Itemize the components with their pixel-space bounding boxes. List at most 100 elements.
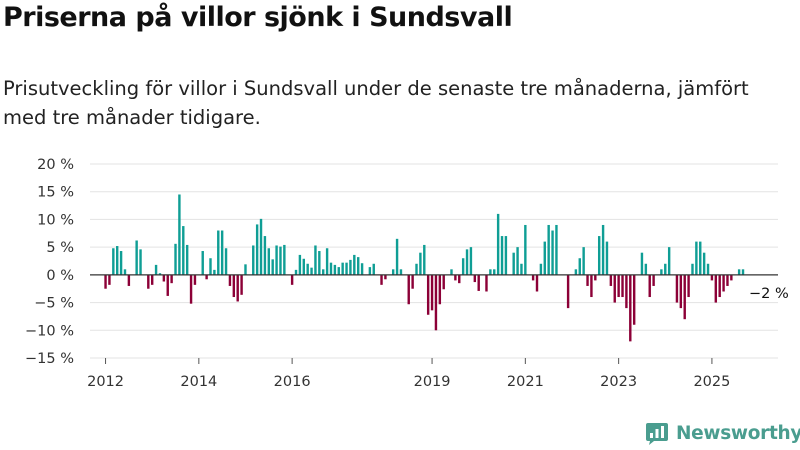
bar: [220, 230, 224, 275]
bar: [566, 274, 570, 309]
bar: [333, 264, 337, 275]
bar: [407, 274, 410, 305]
bar: [586, 274, 589, 286]
bar: [423, 244, 426, 275]
bar: [384, 274, 387, 280]
bar: [290, 274, 294, 285]
bar: [594, 274, 597, 281]
x-axis: 2012 2014 2016 2019 2021 2023 2025: [87, 274, 778, 390]
y-tick-label: 10 %: [37, 212, 74, 228]
bar: [322, 269, 325, 275]
bar: [255, 224, 259, 275]
bar: [174, 243, 177, 275]
chart-subtitle: Prisutveckling för villor i Sundsvall un…: [3, 77, 749, 129]
bar: [259, 218, 263, 275]
bar: [415, 263, 418, 275]
bar: [442, 274, 445, 290]
bar: [621, 274, 624, 298]
bar: [306, 263, 309, 275]
bar: [357, 257, 360, 275]
bar: [489, 269, 492, 275]
x-tick-label: 2019: [414, 374, 451, 390]
bar: [205, 274, 208, 280]
bar: [535, 274, 539, 292]
bar: [539, 263, 543, 275]
bar: [380, 274, 383, 285]
bar: [360, 263, 364, 275]
bar: [660, 269, 663, 275]
brand-name: Newsworthy: [676, 422, 800, 444]
bar: [609, 274, 613, 286]
bar: [741, 269, 745, 275]
bar: [104, 274, 107, 289]
bar: [640, 252, 644, 275]
bar: [189, 274, 193, 304]
bar: [353, 254, 356, 275]
bar: [555, 224, 558, 275]
bar: [314, 245, 317, 275]
x-tick-label: 2025: [693, 374, 730, 390]
bar: [683, 274, 686, 320]
bar: [543, 241, 546, 275]
bar: [629, 274, 632, 342]
bar: [108, 274, 111, 285]
bar: [710, 274, 714, 281]
bar: [224, 248, 228, 275]
y-tick-label: −15 %: [25, 351, 74, 367]
bar: [182, 226, 185, 275]
bar: [150, 274, 154, 285]
bar: [699, 241, 702, 275]
bar: [531, 274, 535, 281]
bar: [516, 247, 519, 275]
bar: [605, 241, 609, 275]
bar: [201, 251, 204, 275]
bar: [244, 264, 247, 275]
bar: [283, 244, 286, 275]
bar: [240, 274, 243, 295]
y-axis-labels: −15 % −10 % −5 % 0 % 5 % 10 % 15 % 20 %: [25, 157, 74, 367]
bar: [687, 274, 690, 298]
bar: [329, 262, 333, 275]
bar: [178, 194, 181, 275]
bar: [154, 264, 158, 275]
bar: [679, 274, 683, 309]
bar: [648, 274, 651, 298]
bar: [279, 246, 282, 275]
bar: [123, 269, 127, 275]
newsworthy-brand: Newsworthy: [645, 420, 800, 446]
x-tick-label: 2014: [180, 374, 217, 390]
bar: [644, 263, 648, 275]
bar: [493, 269, 496, 275]
bar: [252, 245, 255, 275]
bar: [147, 274, 150, 289]
bar: [512, 252, 515, 275]
bar: [337, 267, 340, 275]
bar: [236, 274, 239, 302]
y-tick-label: −5 %: [34, 296, 74, 312]
bar: [399, 269, 403, 275]
bar: [617, 274, 620, 298]
bar: [116, 246, 119, 275]
y-tick-label: 15 %: [37, 185, 74, 201]
bar: [500, 236, 504, 275]
bar: [578, 258, 581, 275]
bar: [496, 213, 500, 275]
bar: [434, 274, 438, 331]
bar: [372, 263, 375, 275]
annotations: −2 %: [749, 286, 789, 302]
bar: [349, 259, 352, 275]
bar: [524, 224, 527, 275]
bar: [318, 251, 321, 275]
bar: [737, 269, 741, 275]
bar: [714, 274, 718, 303]
bar: [127, 274, 131, 286]
bar: [298, 254, 302, 275]
bar: [469, 247, 473, 275]
bar: [601, 224, 605, 275]
bar: [119, 251, 123, 275]
chart-title: Priserna på villor sjönk i Sundsvall: [3, 2, 513, 33]
bar: [473, 274, 477, 283]
bar: [426, 274, 430, 315]
bar: [217, 230, 220, 275]
bar: [590, 274, 593, 298]
